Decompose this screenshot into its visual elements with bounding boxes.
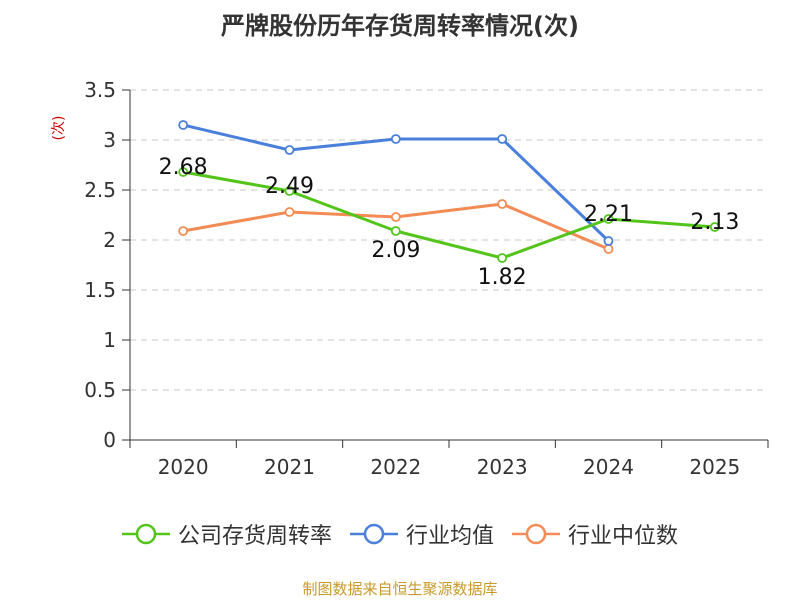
data-point [178, 120, 189, 130]
data-point [709, 222, 720, 232]
data-point [603, 214, 614, 224]
data-point [178, 167, 189, 177]
legend-item[interactable]: 行业中位数 [512, 518, 678, 550]
data-label: 2.13 [690, 210, 739, 235]
legend-marker-icon [349, 523, 398, 545]
x-tick-label: 2024 [583, 455, 634, 479]
legend-label: 行业均值 [405, 524, 494, 549]
data-label: 1.82 [478, 265, 527, 290]
data-point [390, 212, 401, 222]
series-line-0 [182, 170, 715, 260]
data-point [284, 186, 295, 196]
legend-label: 公司存货周转率 [177, 524, 332, 549]
data-label: 2.49 [265, 174, 314, 199]
data-point [390, 134, 401, 144]
legend-item[interactable]: 行业均值 [349, 518, 494, 550]
data-source-note: 制图数据来自恒生聚源数据库 [302, 580, 498, 598]
x-tick-label: 2023 [477, 455, 528, 479]
legend-marker-icon [512, 523, 560, 545]
data-point [284, 145, 295, 155]
data-point [390, 226, 401, 236]
legend-marker-icon [121, 523, 170, 545]
y-tick-label: 2.5 [84, 178, 116, 202]
data-point [603, 244, 614, 254]
legend-item[interactable]: 公司存货周转率 [121, 518, 332, 550]
y-tick-label: 0 [103, 428, 116, 452]
chart-legend: 公司存货周转率 行业均值 行业中位数 [0, 518, 800, 550]
x-tick-label: 2025 [689, 455, 740, 479]
data-point [603, 236, 614, 246]
line-chart: 0 0.5 1 1.5 2 2.5 3 3.5 2020 2021 2022 2023 2024 2025… [84, 78, 769, 479]
data-point [497, 134, 508, 144]
y-tick-label: 3 [103, 128, 116, 152]
y-tick-label: 2 [103, 228, 116, 252]
y-tick-label: 1 [103, 328, 116, 352]
x-tick-label: 2022 [370, 455, 421, 479]
data-point [284, 207, 295, 217]
data-point [497, 199, 508, 209]
data-label: 2.09 [371, 238, 420, 263]
y-tick-label: 3.5 [84, 78, 116, 102]
chart-title: 严牌股份历年存货周转率情况(次) [221, 12, 579, 40]
x-tick-label: 2021 [264, 455, 315, 479]
x-tick-label: 2020 [158, 455, 209, 479]
data-point [497, 253, 508, 263]
data-label: 2.68 [159, 155, 208, 180]
y-tick-label: 0.5 [84, 378, 116, 402]
y-tick-label: 1.5 [84, 278, 116, 302]
data-label: 2.21 [584, 202, 633, 227]
data-point [178, 226, 189, 236]
legend-label: 行业中位数 [568, 524, 679, 549]
